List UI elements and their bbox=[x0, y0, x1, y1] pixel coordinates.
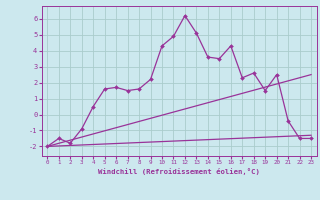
X-axis label: Windchill (Refroidissement éolien,°C): Windchill (Refroidissement éolien,°C) bbox=[98, 168, 260, 175]
